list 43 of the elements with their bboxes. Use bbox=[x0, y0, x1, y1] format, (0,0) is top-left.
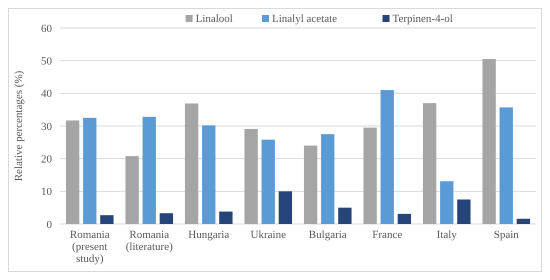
bar bbox=[380, 90, 394, 224]
x-tick-label: Ukraine bbox=[250, 229, 286, 241]
bar bbox=[457, 200, 471, 224]
bar bbox=[516, 218, 530, 224]
bar bbox=[219, 212, 233, 224]
bar bbox=[304, 146, 318, 224]
legend-label: Linalyl acetate bbox=[272, 13, 338, 25]
y-axis-title: Relative percentages (%) bbox=[13, 70, 25, 182]
y-tick-label: 30 bbox=[41, 120, 52, 133]
bar bbox=[202, 125, 216, 224]
bar bbox=[262, 140, 275, 224]
bar bbox=[440, 181, 454, 224]
x-tick-label: Italy bbox=[436, 229, 458, 241]
bar bbox=[338, 208, 352, 224]
bar bbox=[66, 120, 80, 224]
bar bbox=[83, 118, 96, 224]
bar bbox=[244, 128, 258, 224]
y-tick-label: 10 bbox=[41, 186, 52, 198]
x-tick-label: Bulgaria bbox=[308, 229, 347, 241]
bar bbox=[398, 214, 412, 224]
x-tick-label: Spain bbox=[494, 229, 520, 241]
bar bbox=[321, 134, 334, 224]
x-tick-label: Hungaria bbox=[188, 229, 230, 241]
bar bbox=[160, 213, 174, 224]
bar bbox=[482, 59, 496, 224]
bar bbox=[125, 156, 139, 224]
legend-label: Linalool bbox=[196, 13, 233, 25]
y-tick-label: 50 bbox=[41, 56, 52, 68]
legend-label: Terpinen-4-ol bbox=[392, 13, 453, 25]
bar bbox=[142, 116, 156, 224]
y-tick-label: 20 bbox=[41, 154, 52, 166]
x-tick-label: Romania (literature) bbox=[126, 229, 174, 253]
bar bbox=[278, 191, 292, 224]
bar bbox=[363, 128, 377, 224]
bar bbox=[184, 103, 198, 224]
bar bbox=[422, 103, 436, 224]
x-tick-label: France bbox=[372, 229, 402, 241]
x-tick-label: Romania (present study) bbox=[70, 229, 110, 265]
y-tick-label: 60 bbox=[41, 22, 52, 35]
bar bbox=[100, 215, 114, 224]
bar bbox=[500, 107, 513, 224]
y-tick-label: 0 bbox=[46, 218, 52, 231]
y-tick-label: 40 bbox=[41, 88, 52, 100]
